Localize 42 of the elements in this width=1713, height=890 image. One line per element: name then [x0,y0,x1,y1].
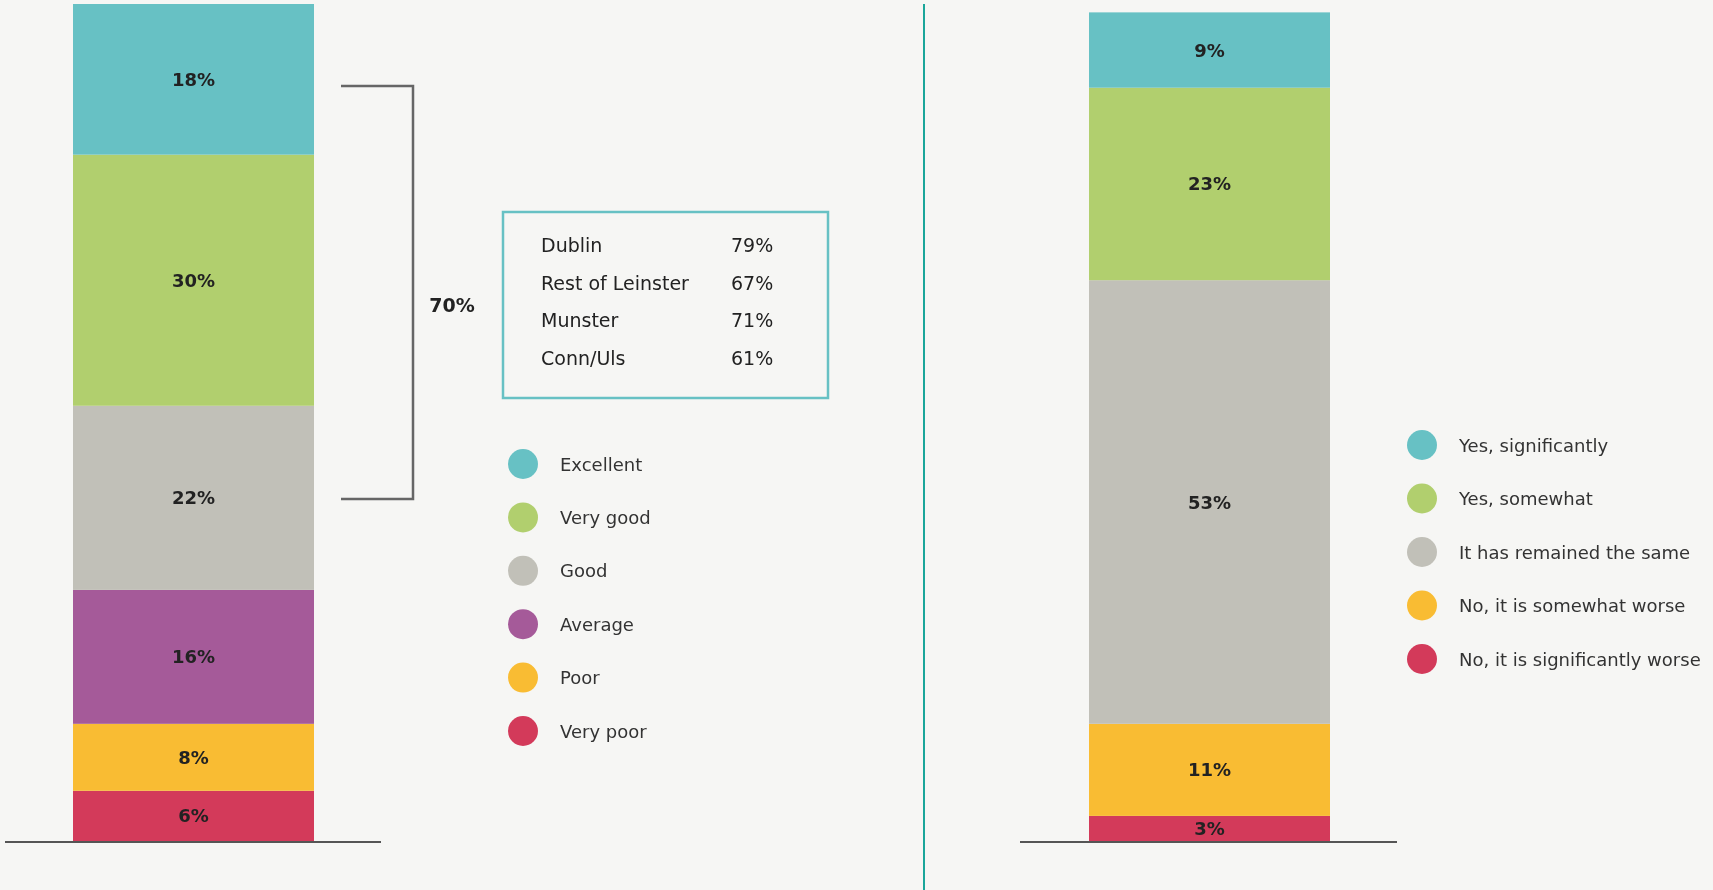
data-label: 8% [178,746,209,768]
legend-label: Very good [560,506,651,528]
bar [73,790,314,841]
text: 79% [731,234,774,256]
data-label: 30% [171,269,216,291]
legend-label: No, it is significantly worse [1459,648,1701,670]
text: Rest of Leinster [541,271,690,294]
bar [73,723,314,791]
bar [1089,815,1330,841]
data-label: 3% [1194,817,1225,839]
legend-label: Yes, somewhat [1458,488,1593,509]
text: 61% [731,346,774,369]
legend-label: Good [560,560,608,582]
text: Munster [541,309,619,331]
legend-label: Yes, significantly [1458,434,1609,456]
legend-label: Poor [560,667,601,689]
data-label: 9% [1194,39,1225,61]
bar [73,589,314,724]
data-label: 16% [171,646,216,668]
data-label: 23% [1187,173,1232,195]
bar [1089,12,1330,88]
text: Conn/Uls [541,346,626,369]
text: 71% [731,309,774,331]
data-label: 6% [178,805,209,827]
text: 67% [731,271,774,294]
data-label: 22% [171,487,216,509]
legend-label: Excellent [560,453,643,475]
bar [73,405,314,590]
bar [73,4,314,155]
data-label: 11% [1187,759,1232,781]
data-label: 53% [1187,491,1232,513]
text: Dublin [541,234,603,256]
bar [1089,87,1330,281]
bar [1089,280,1330,724]
legend-label: No, it is somewhat worse [1459,595,1686,616]
legend-label: Average [560,613,634,635]
bar [1089,723,1330,816]
text: 70% [429,294,475,316]
legend-label: It has remained the same [1459,541,1691,563]
data-label: 18% [171,68,216,90]
legend-label: Very poor [560,720,648,742]
bar [73,154,314,406]
